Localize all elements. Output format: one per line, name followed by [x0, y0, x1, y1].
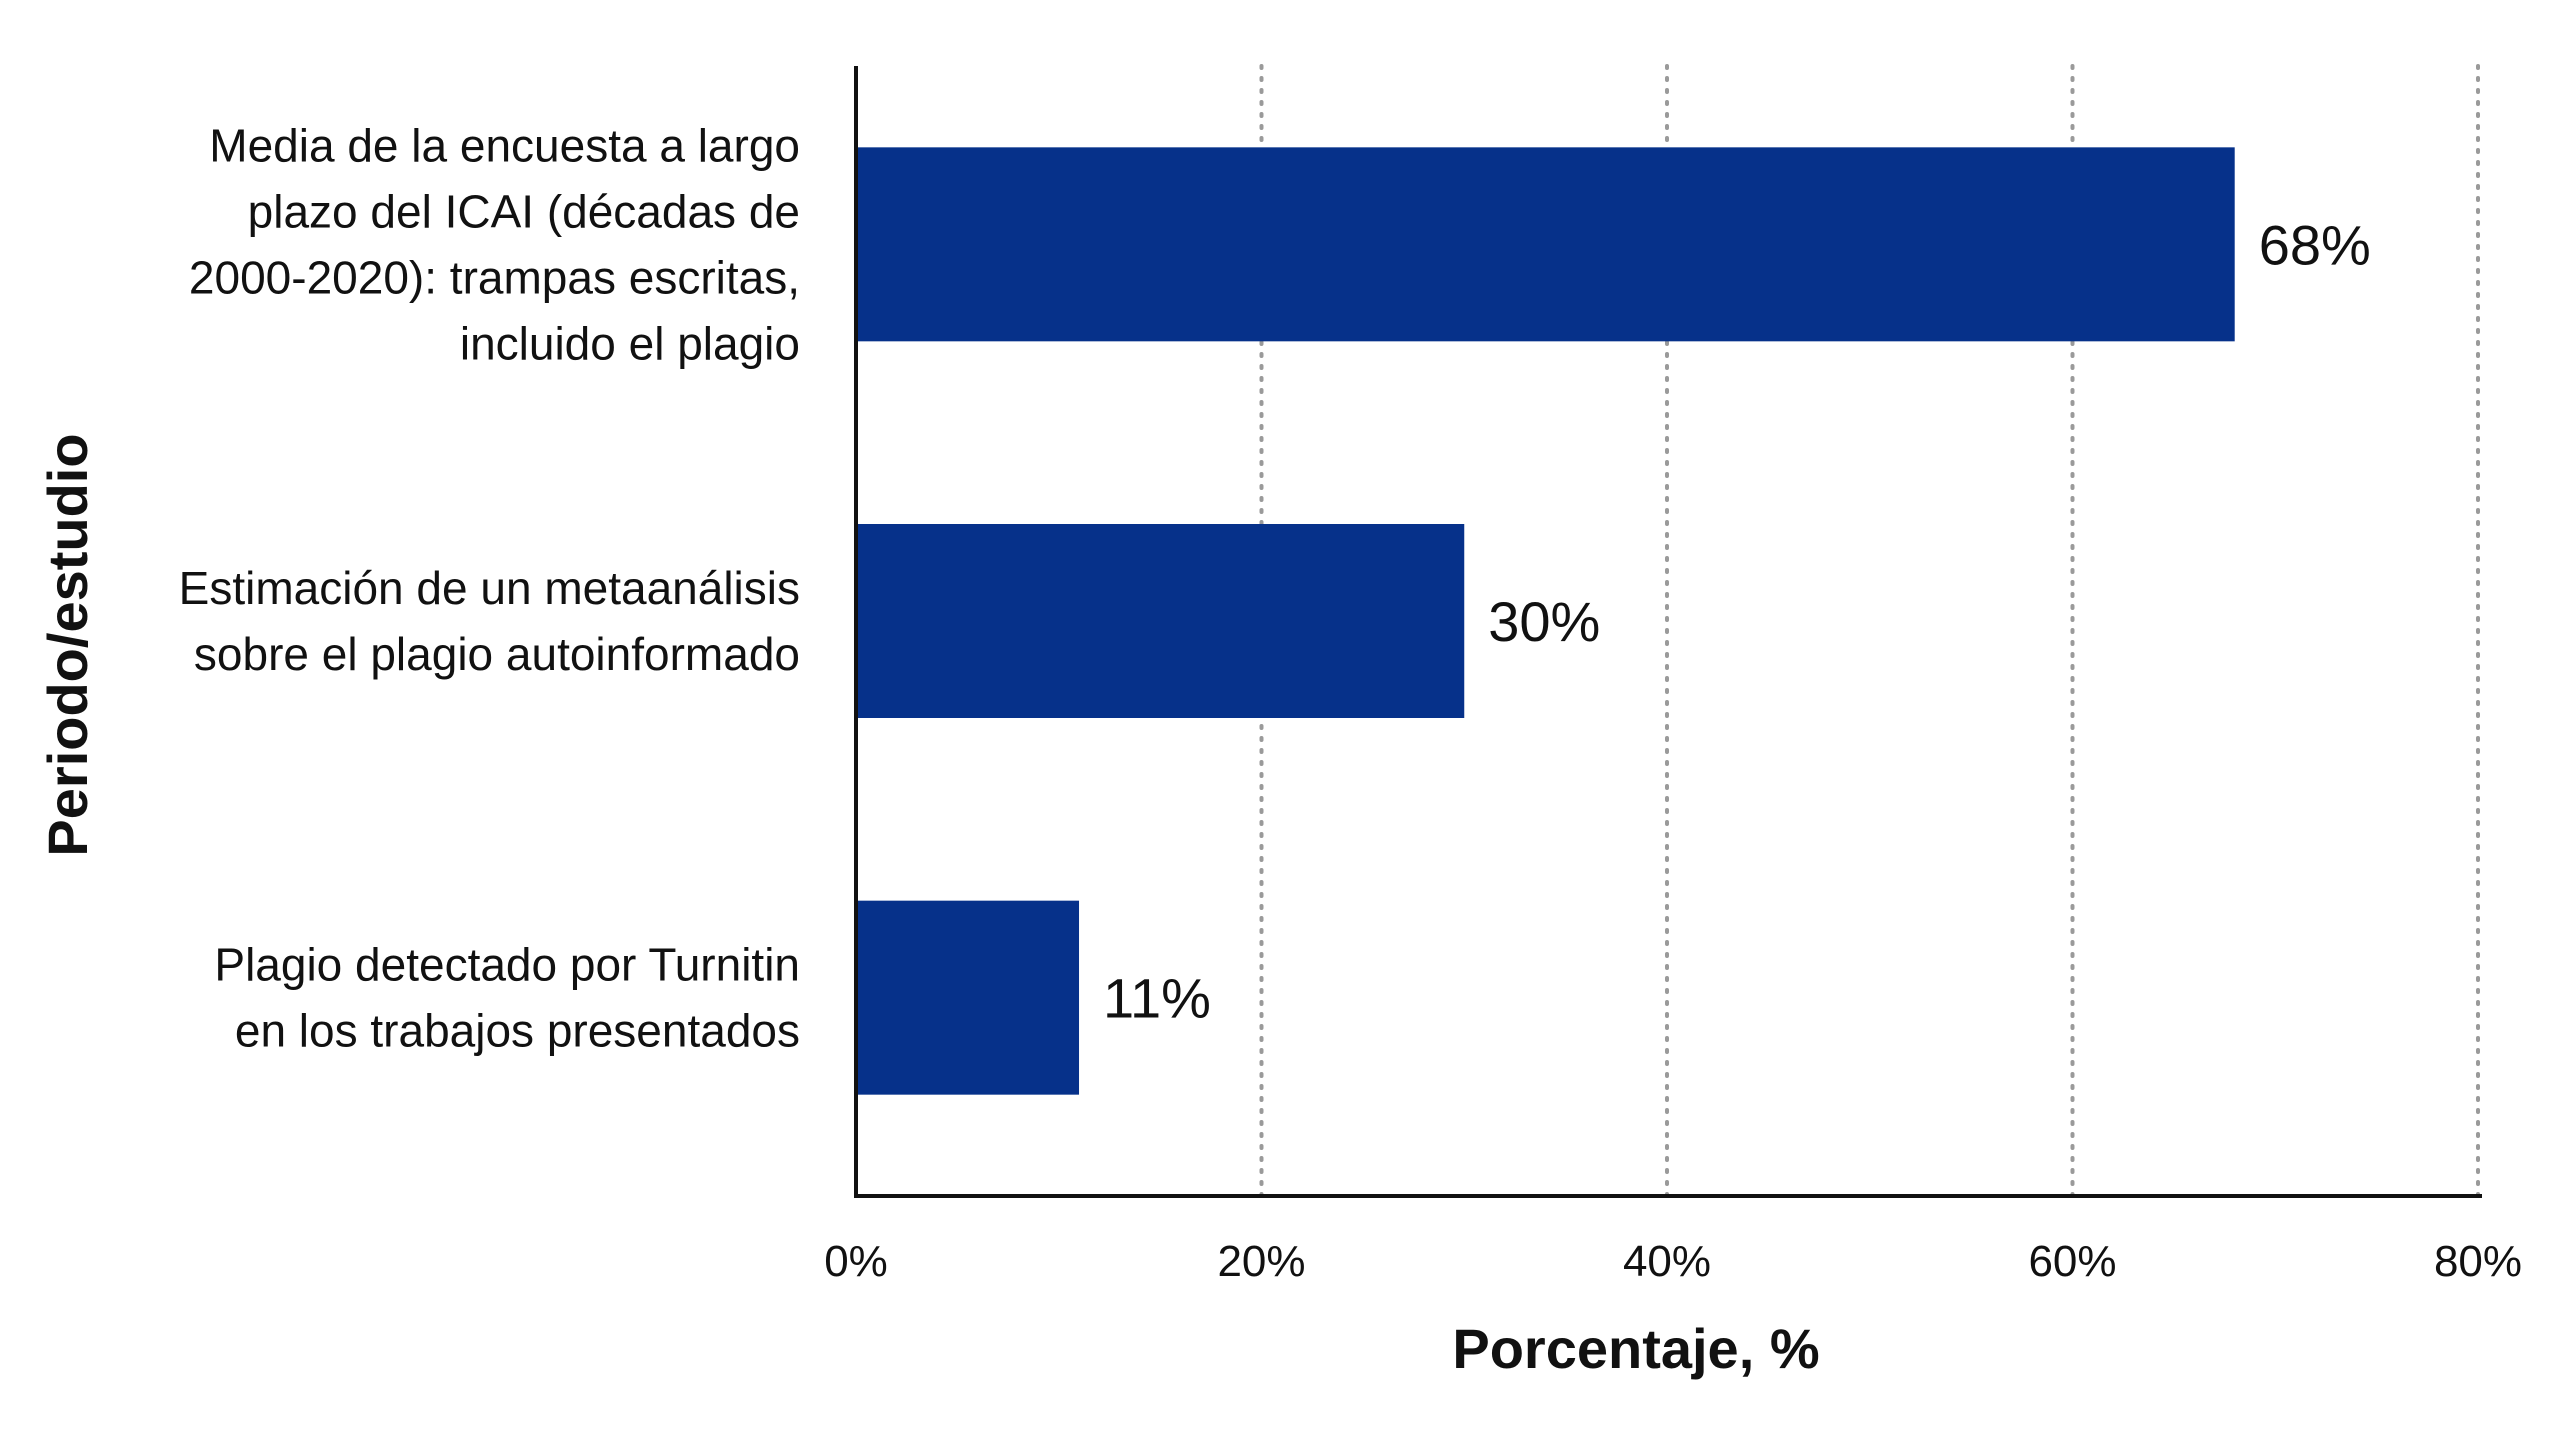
- category-label: Plagio detectado por Turnitin en los trab…: [214, 939, 800, 1057]
- category-label: Estimación de un metaanálisis sobre el pl…: [179, 562, 800, 680]
- data-label: 30%: [1488, 590, 1600, 653]
- x-axis-title: Porcentaje, %: [1452, 1317, 1819, 1380]
- bars: [856, 147, 2235, 1095]
- x-tick-label: 60%: [2028, 1237, 2116, 1286]
- x-tick-label: 40%: [1623, 1237, 1711, 1286]
- y-axis-title: Periodo/estudio: [36, 433, 99, 856]
- x-tick-label: 80%: [2434, 1237, 2522, 1286]
- data-label: 68%: [2259, 213, 2371, 276]
- x-tick-label: 20%: [1217, 1237, 1305, 1286]
- data-label: 11%: [1103, 967, 1211, 1030]
- x-tick-label: 0%: [824, 1237, 888, 1286]
- bar: [856, 147, 2235, 342]
- bar: [856, 524, 1465, 718]
- labels: 0% 20% 40% 60% 80% 68% Media de la encuesta a …: [179, 119, 2522, 1286]
- axes: [854, 66, 2482, 1198]
- bar: [856, 900, 1080, 1095]
- category-label: Media de la encuesta a largo plazo del IC…: [189, 119, 800, 369]
